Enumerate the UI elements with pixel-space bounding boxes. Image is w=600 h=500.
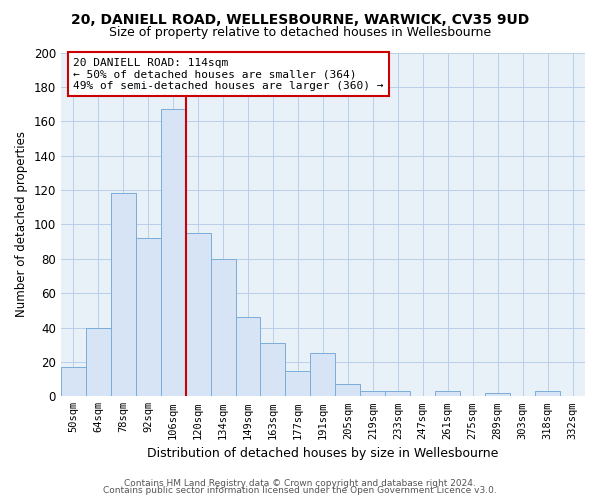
Bar [211,259,236,396]
Bar [61,367,86,396]
Bar [335,384,361,396]
Text: Contains HM Land Registry data © Crown copyright and database right 2024.: Contains HM Land Registry data © Crown c… [124,478,476,488]
Bar [286,370,310,396]
Text: 20, DANIELL ROAD, WELLESBOURNE, WARWICK, CV35 9UD: 20, DANIELL ROAD, WELLESBOURNE, WARWICK,… [71,12,529,26]
Bar [136,238,161,396]
Text: Size of property relative to detached houses in Wellesbourne: Size of property relative to detached ho… [109,26,491,39]
Bar [185,233,211,396]
Bar [260,343,286,396]
Bar [485,393,510,396]
X-axis label: Distribution of detached houses by size in Wellesbourne: Distribution of detached houses by size … [147,447,499,460]
Bar [535,391,560,396]
Text: 20 DANIELL ROAD: 114sqm
← 50% of detached houses are smaller (364)
49% of semi-d: 20 DANIELL ROAD: 114sqm ← 50% of detache… [73,58,384,91]
Bar [310,354,335,397]
Bar [236,317,260,396]
Text: Contains public sector information licensed under the Open Government Licence v3: Contains public sector information licen… [103,486,497,495]
Bar [111,194,136,396]
Y-axis label: Number of detached properties: Number of detached properties [15,132,28,318]
Bar [161,109,185,397]
Bar [435,391,460,396]
Bar [361,391,385,396]
Bar [385,391,410,396]
Bar [86,328,111,396]
